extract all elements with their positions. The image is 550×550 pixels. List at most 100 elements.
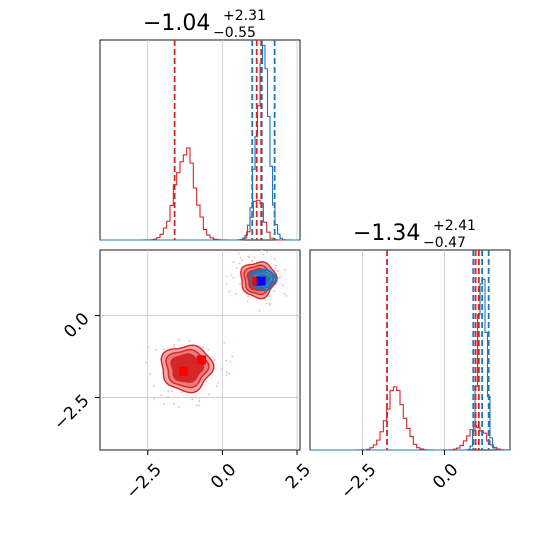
scatter-point [147,346,150,349]
y-axis-param2-tick-label: −2.5 [50,391,93,434]
marker-blue-square [256,276,266,286]
x-axis-param1-tick-label: −2.5 [122,460,165,503]
title-param1-median: −1.04 [143,11,210,36]
scatter-point [198,400,201,402]
scatter-point [258,309,261,312]
x-axis-param2-tick-label: −2.5 [337,460,380,503]
marginal-param2-frame [309,249,511,451]
scatter-point [228,290,231,293]
marker-red-square [179,366,189,376]
scatter-point [262,253,265,256]
scatter-point [163,403,166,406]
scatter-point [153,384,155,387]
scatter-point [225,275,228,278]
scatter-point [215,385,218,387]
scatter-point [251,259,254,262]
scatter-point [240,259,243,261]
scatter-point [269,304,271,306]
scatter-point [173,343,176,346]
scatter-point [253,256,256,259]
scatter-point [198,396,201,399]
scatter-point [173,402,175,405]
scatter-point [246,300,249,303]
scatter-point [228,372,231,375]
joint-content [145,250,288,408]
scatter-point [173,346,176,348]
scatter-point [145,361,147,364]
scatter-point [273,257,276,260]
scatter-point [260,250,263,251]
scatter-point [155,349,158,351]
scatter-point [153,398,156,400]
scatter-point [274,267,277,269]
scatter-point [177,406,180,408]
x-axis-param1-tick-label: 2.5 [282,460,315,493]
scatter-point [171,390,174,392]
scatter-point [163,348,165,350]
scatter-point [191,398,194,401]
scatter-point [231,355,234,358]
joint-panel [99,249,301,451]
scatter-point [239,282,241,285]
marginal-panel-param1 [99,39,301,241]
title-param2-minus-error: −0.47 [423,235,466,251]
x-axis-param1-tick-label: 0.0 [207,460,240,493]
scatter-point [225,373,228,376]
scatter-point [232,261,235,263]
scatter-point [225,283,228,285]
y-axis-param2-tick-label: 0.0 [60,309,93,342]
scatter-point [235,267,238,269]
title-param2-plus-error: +2.41 [433,218,476,234]
title-param2-median: −1.34 [353,221,420,246]
scatter-point [247,255,250,258]
scatter-point [217,381,220,384]
scatter-point [237,252,240,255]
scatter-point [277,276,280,279]
scatter-point [285,294,288,297]
scatter-point [225,371,228,373]
scatter-point [268,295,271,297]
scatter-point [239,256,242,259]
scatter-point [223,341,226,344]
scatter-point [232,276,235,279]
scatter-point [225,359,228,362]
scatter-point [281,284,284,287]
marginal-panel-param2 [309,249,511,451]
scatter-point [229,360,232,363]
scatter-point [178,339,181,342]
scatter-point [160,394,163,397]
x-axis-param2-tick-label: 0.0 [429,460,462,493]
scatter-point [284,269,287,271]
scatter-point [274,264,277,267]
scatter-point [220,368,223,371]
scatter-point [181,391,184,394]
scatter-point [266,251,269,254]
scatter-point [238,262,241,265]
scatter-point [149,373,152,375]
scatter-point [207,349,210,351]
title-param1-plus-error: +2.31 [223,8,266,24]
scatter-point [247,295,249,297]
scatter-point [264,298,267,301]
scatter-point [265,302,268,305]
histogram-blue-param2 [310,278,510,451]
scatter-point [279,276,282,279]
scatter-point [268,302,271,305]
scatter-point [213,359,216,361]
scatter-point [234,293,237,295]
scatter-point [194,396,197,399]
scatter-point [283,292,286,295]
scatter-point [167,395,170,398]
scatter-point [272,290,275,292]
scatter-point [198,404,200,407]
title-param1-minus-error: −0.55 [213,25,256,41]
scatter-point [195,404,198,407]
scatter-point [201,346,204,349]
scatter-point [230,273,232,276]
scatter-point [167,390,169,393]
scatter-point [207,393,210,396]
scatter-point [277,270,279,273]
marker-red-square [196,355,206,365]
scatter-point [188,339,191,342]
